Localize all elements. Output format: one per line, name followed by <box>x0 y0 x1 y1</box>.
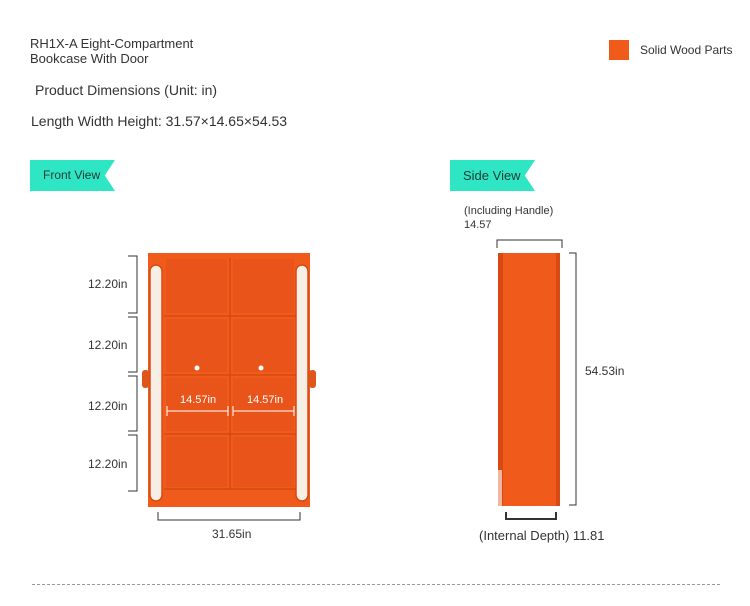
compartment <box>166 259 227 313</box>
side-height-label: 54.53in <box>585 364 625 378</box>
internal-depth-bracket <box>505 512 557 520</box>
dimensions-heading: Product Dimensions (Unit: in) <box>35 82 218 98</box>
height-brackets <box>128 255 138 492</box>
solid-wood-swatch <box>609 40 629 60</box>
shelf-pin <box>194 365 200 371</box>
left-handle <box>142 370 149 388</box>
handle-note: (Including Handle) <box>464 205 554 217</box>
total-width-label: 31.65in <box>212 527 252 541</box>
compartment <box>233 319 294 372</box>
inner-width-label-right: 14.57in <box>247 394 284 406</box>
inner-width-label-left: 14.57in <box>180 394 217 406</box>
front-view-cabinet <box>142 253 316 507</box>
right-handle <box>309 370 316 388</box>
compartment <box>233 259 294 313</box>
side-view-cabinet <box>498 253 560 506</box>
shelf-height-label-1: 12.20in <box>88 277 128 291</box>
side-width-bracket <box>496 239 563 248</box>
compartment <box>166 319 227 372</box>
shelf-height-label-3: 12.20in <box>88 399 128 413</box>
shelf-height-label-4: 12.20in <box>88 457 128 471</box>
handle-value: 14.57 <box>464 219 492 231</box>
dimensions-line: Length Width Height: 31.57×14.65×54.53 <box>31 113 288 129</box>
compartment <box>166 437 227 487</box>
product-title: RH1X-A Eight-Compartment Bookcase With D… <box>30 36 260 66</box>
side-view-tag: Side View <box>450 160 535 191</box>
product-title-line-1: RH1X-A Eight-Compartment <box>30 36 194 51</box>
front-view-tag: Front View <box>30 160 115 191</box>
legend: Solid Wood Parts <box>609 40 733 60</box>
left-door-glass <box>149 264 163 502</box>
shelf-pin <box>258 365 264 371</box>
product-title-line-2: Bookcase With Door <box>30 51 149 66</box>
side-height-bracket <box>569 252 577 506</box>
compartment <box>233 378 294 431</box>
legend-label: Solid Wood Parts <box>640 43 733 57</box>
dashed-divider <box>32 584 720 585</box>
right-door-glass <box>295 264 309 502</box>
side-panel-edge <box>556 253 560 506</box>
side-panel <box>498 253 560 506</box>
side-panel-edge <box>498 253 503 506</box>
total-width-bracket <box>157 512 301 521</box>
shelf-height-label-2: 12.20in <box>88 338 128 352</box>
compartment <box>233 437 294 487</box>
internal-depth-label: (Internal Depth) 11.81 <box>479 528 605 543</box>
compartment <box>166 378 227 431</box>
